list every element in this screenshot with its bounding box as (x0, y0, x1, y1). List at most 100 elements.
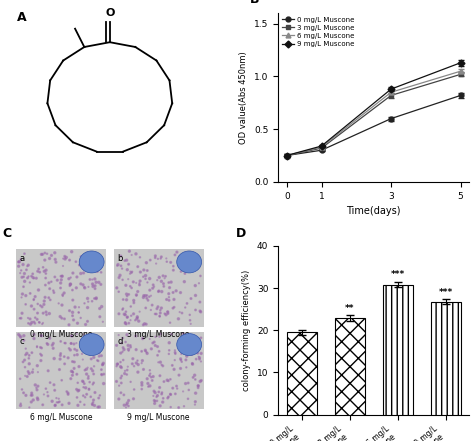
Point (134, 313, 141, 320)
Point (166, 319, 174, 326)
Point (146, 287, 154, 294)
Point (170, 296, 178, 303)
Point (176, 253, 183, 260)
Point (72, 258, 80, 265)
Point (146, 336, 154, 343)
Point (182, 380, 190, 387)
Point (167, 259, 174, 266)
Point (183, 353, 191, 360)
Point (138, 357, 146, 364)
Point (15, 258, 22, 265)
Point (98, 263, 105, 270)
Point (150, 388, 158, 395)
Point (19, 359, 27, 366)
Point (119, 296, 127, 303)
Point (29, 366, 37, 373)
Point (22, 392, 30, 399)
Point (86, 351, 94, 358)
Point (130, 297, 137, 304)
Point (170, 366, 178, 373)
Point (38, 333, 46, 340)
Point (118, 340, 126, 347)
Point (65, 275, 73, 282)
Point (68, 368, 75, 375)
Point (50, 289, 58, 296)
Point (46, 379, 54, 386)
Point (152, 260, 160, 267)
Point (91, 276, 99, 283)
Point (113, 361, 121, 368)
Point (98, 255, 105, 262)
Point (96, 404, 103, 411)
Point (81, 366, 89, 374)
Point (61, 255, 69, 262)
Point (20, 389, 27, 396)
Point (58, 273, 66, 280)
Point (153, 310, 160, 318)
Point (135, 318, 143, 325)
Point (95, 395, 102, 402)
Point (157, 304, 165, 311)
Point (182, 304, 189, 311)
Point (164, 395, 172, 402)
Point (68, 333, 76, 340)
Point (95, 252, 102, 259)
Point (113, 342, 120, 349)
Point (144, 375, 151, 382)
Point (58, 302, 66, 309)
Point (197, 308, 204, 315)
Point (178, 310, 186, 317)
Point (119, 305, 127, 312)
Point (196, 299, 204, 306)
Point (99, 361, 106, 368)
Point (138, 381, 146, 389)
Point (30, 331, 38, 338)
Point (82, 384, 90, 391)
Point (47, 278, 55, 285)
Legend: 0 mg/L Muscone, 3 mg/L Muscone, 6 mg/L Muscone, 9 mg/L Muscone: 0 mg/L Muscone, 3 mg/L Muscone, 6 mg/L M… (282, 17, 354, 47)
Point (180, 330, 187, 337)
Point (89, 399, 97, 406)
Point (21, 364, 29, 371)
Point (26, 404, 33, 411)
Point (34, 362, 41, 369)
Point (20, 337, 27, 344)
Point (127, 378, 135, 385)
Point (122, 338, 129, 345)
Point (171, 347, 179, 354)
Point (51, 256, 59, 263)
Point (189, 266, 197, 273)
Point (118, 379, 125, 386)
Point (142, 272, 149, 279)
Point (34, 396, 42, 403)
Point (87, 393, 94, 400)
Point (115, 310, 123, 318)
Text: D: D (236, 228, 246, 240)
Point (132, 250, 140, 258)
Point (17, 269, 24, 277)
Point (95, 279, 103, 286)
Point (140, 366, 147, 373)
Point (31, 381, 39, 389)
Point (75, 309, 82, 316)
Point (48, 252, 55, 259)
Point (95, 353, 103, 360)
Point (70, 365, 78, 372)
Point (130, 310, 137, 318)
Point (53, 399, 61, 406)
Point (34, 394, 41, 401)
Point (194, 350, 201, 357)
Point (26, 360, 33, 367)
Point (23, 350, 31, 357)
Point (96, 305, 103, 312)
Point (44, 392, 52, 400)
Point (31, 320, 39, 327)
Point (172, 390, 179, 397)
Point (16, 258, 23, 265)
Point (156, 384, 164, 391)
Point (30, 306, 38, 313)
Point (46, 310, 53, 317)
Point (83, 370, 91, 377)
Bar (114, 249, 203, 327)
Point (159, 395, 167, 402)
